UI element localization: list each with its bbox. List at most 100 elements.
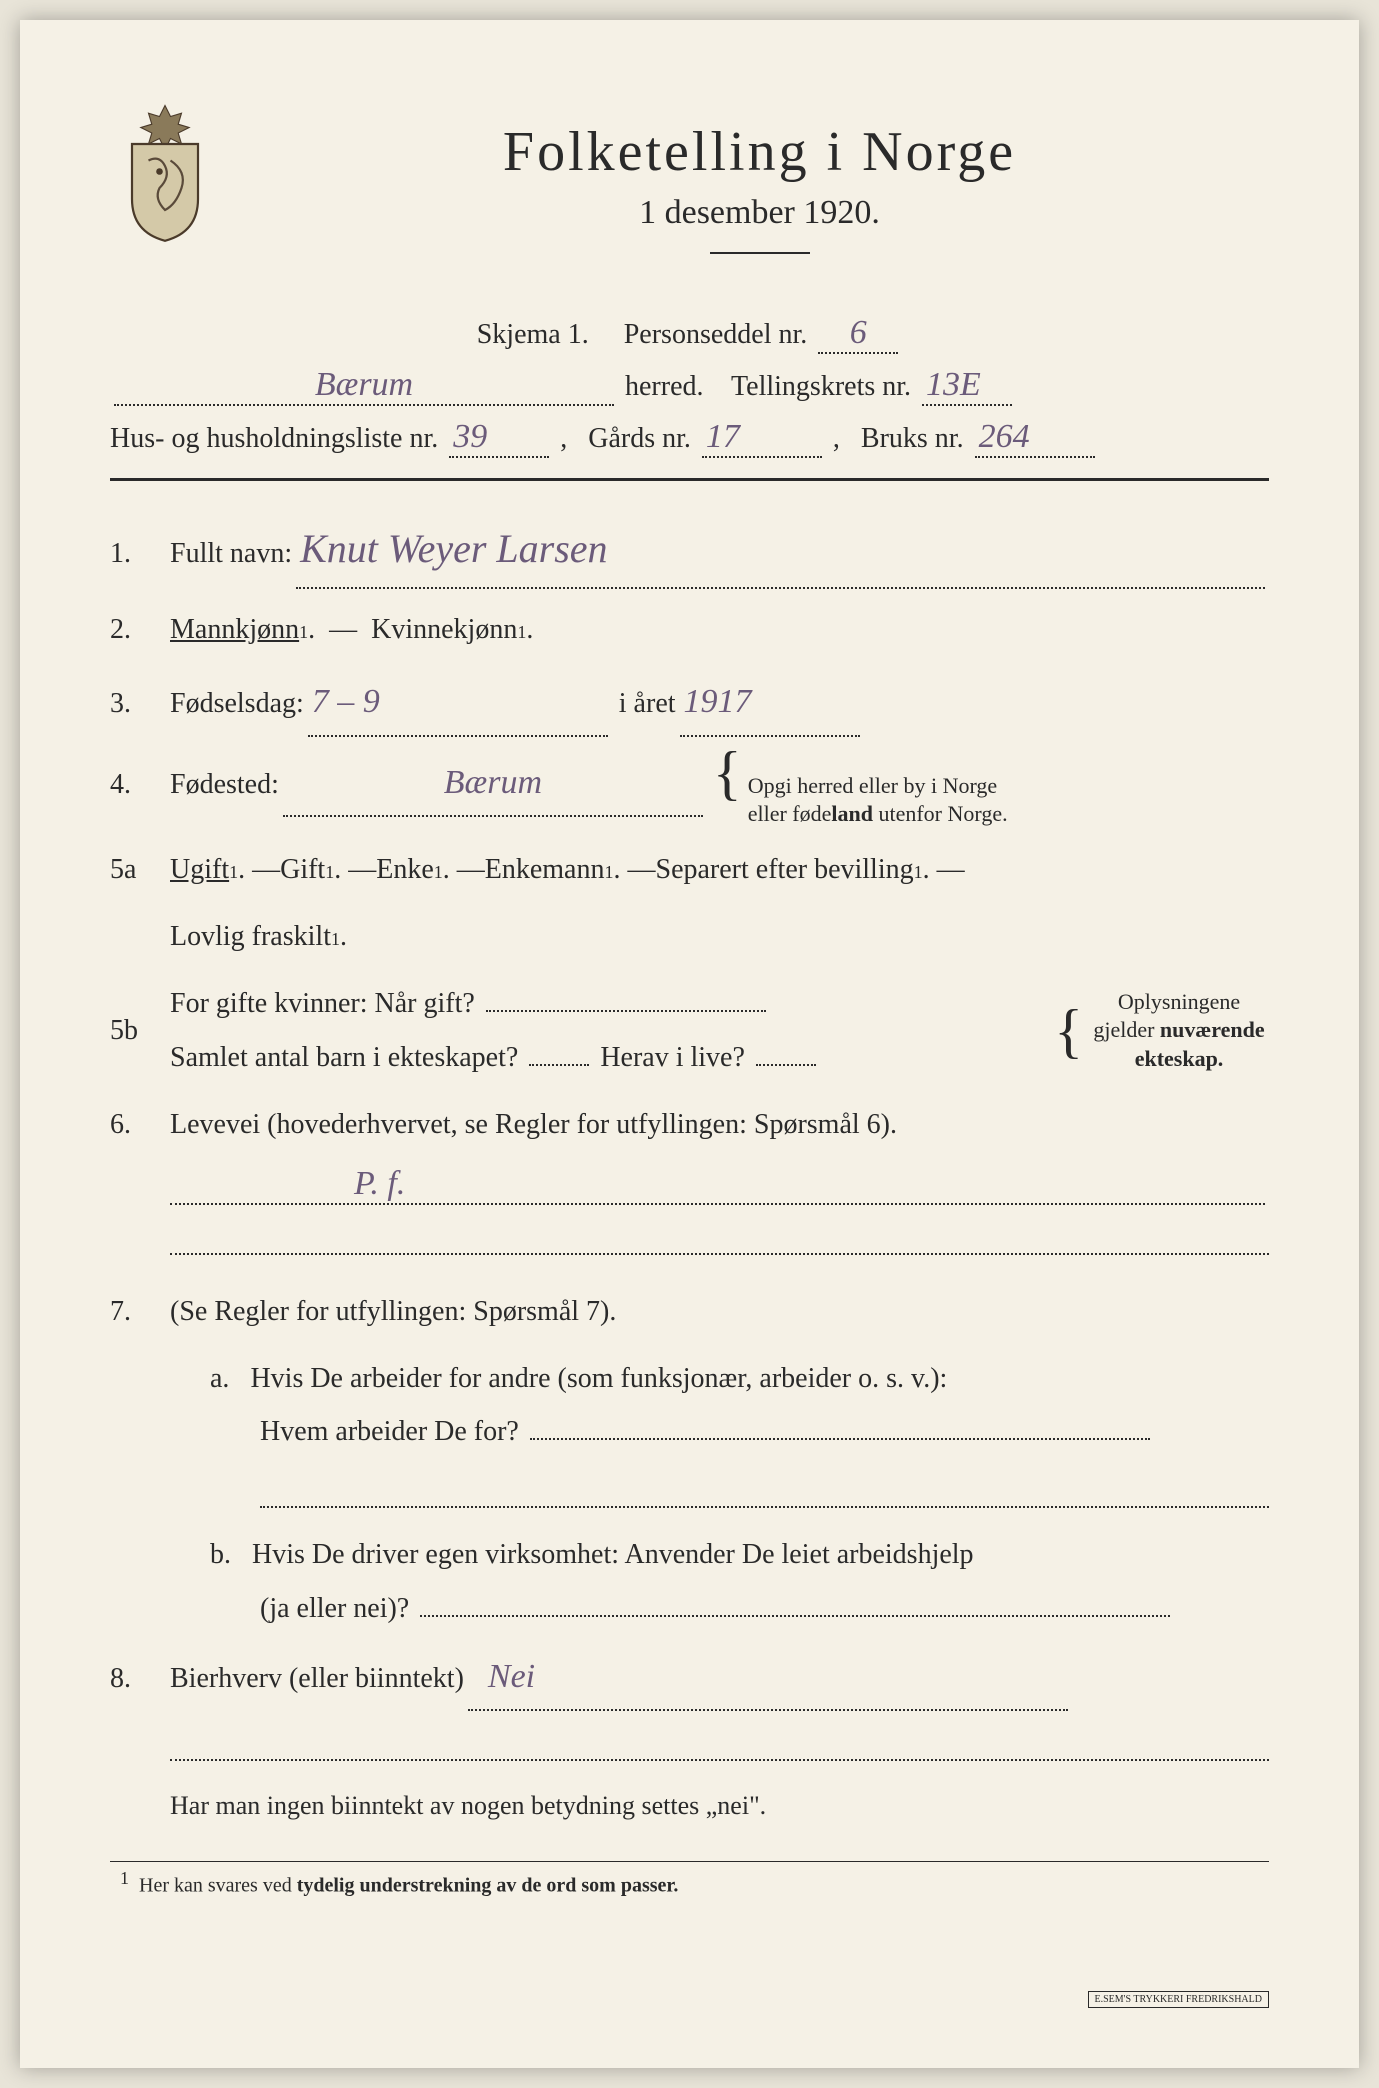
q4-value: Bærum	[283, 751, 703, 818]
tellingskrets-label: Tellingskrets nr.	[731, 371, 911, 402]
schema-label: Skjema 1.	[477, 319, 589, 350]
q7a-blank	[530, 1438, 1150, 1440]
q7b-row: b. Hvis De driver egen virksomhet: Anven…	[110, 1528, 1269, 1581]
q8-note: Har man ingen biinntekt av nogen betydni…	[170, 1781, 766, 1830]
q5b-barn-blank	[529, 1064, 589, 1066]
q7-num: 7.	[110, 1285, 170, 1338]
q6-value: P. f.	[174, 1165, 405, 1202]
q4-label: Fødested:	[170, 758, 279, 811]
personseddel-nr: 6	[818, 314, 898, 354]
q4-note: Opgi herred eller by i Norge eller fødel…	[748, 772, 1008, 829]
q5a-gift: Gift	[280, 843, 325, 896]
census-form-page: Folketelling i Norge 1 desember 1920. Sk…	[20, 20, 1359, 2068]
coat-of-arms-icon	[110, 100, 220, 240]
q4-num: 4.	[110, 758, 170, 811]
q6-value-line: P. f.	[170, 1165, 1265, 1205]
q1-label: Fullt navn:	[170, 527, 292, 580]
header: Folketelling i Norge 1 desember 1920.	[110, 120, 1269, 284]
q8-label: Bierhverv (eller biinntekt)	[170, 1652, 464, 1705]
q2-mann: Mannkjønn	[170, 603, 299, 656]
q5b-note1: Oplysningene	[1118, 989, 1240, 1014]
q5b-live-blank	[756, 1064, 816, 1066]
q3-label: Fødselsdag:	[170, 677, 304, 730]
footnote: 1 Her kan svares ved tydelig understrekn…	[110, 1861, 1269, 1898]
q4-note2: eller føde	[748, 801, 832, 826]
q7b-text1: Hvis De driver egen virksomhet: Anvender…	[252, 1539, 974, 1570]
main-divider	[110, 478, 1269, 481]
q5b-row: 5b For gifte kvinner: Når gift? Samlet a…	[110, 977, 1269, 1083]
q3-day: 7 – 9	[308, 670, 608, 737]
q6-row: 6. Levevei (hovederhvervet, se Regler fo…	[110, 1098, 1269, 1151]
q8-num: 8.	[110, 1652, 170, 1705]
title-block: Folketelling i Norge 1 desember 1920.	[250, 120, 1269, 284]
q1-row: 1. Fullt navn: Knut Weyer Larsen	[110, 511, 1269, 589]
q5b-label: For gifte kvinner: Når gift?	[170, 988, 475, 1019]
q1-value: Knut Weyer Larsen	[296, 511, 1265, 589]
q5b-note2b: nuværende	[1160, 1017, 1265, 1042]
q3-mid: i året	[619, 677, 676, 730]
q5a-separert: Separert efter bevilling	[656, 843, 914, 896]
brace-left2-icon: {	[1054, 1016, 1083, 1046]
q6-num: 6.	[110, 1098, 170, 1151]
q5a-lovlig: Lovlig fraskilt	[170, 910, 331, 963]
q7-label: (Se Regler for utfyllingen: Spørsmål 7).	[170, 1285, 616, 1338]
brace-left-icon: {	[713, 758, 742, 788]
q7a-blank-line	[260, 1488, 1269, 1508]
herred-label: herred.	[625, 371, 704, 402]
q4-note1: Opgi herred eller by i Norge	[748, 773, 997, 798]
herred-value: Bærum	[114, 366, 614, 406]
q2-kvinne: Kvinnekjønn	[371, 603, 517, 656]
q2-num: 2.	[110, 603, 170, 656]
q7b-text2: (ja eller nei)?	[260, 1593, 409, 1624]
q5b-num: 5b	[110, 1004, 170, 1057]
q8-value: Nei	[468, 1645, 1068, 1712]
q3-year: 1917	[680, 670, 860, 737]
crest-svg	[110, 100, 220, 243]
sup2: 1	[517, 615, 526, 649]
q1-num: 1.	[110, 527, 170, 580]
bruks-label: Bruks nr.	[861, 423, 964, 454]
footnote-text: Her kan svares ved	[139, 1874, 297, 1896]
q8-blank-line	[170, 1741, 1269, 1761]
q5b-note3: ekteskap.	[1135, 1046, 1224, 1071]
q5a-ugift: Ugift	[170, 843, 229, 896]
gards-label: Gårds nr.	[588, 423, 691, 454]
husliste-nr: 39	[449, 418, 549, 458]
q5b-gift-blank	[486, 1010, 766, 1012]
q2-row: 2. Mannkjønn1. — Kvinnekjønn1.	[110, 603, 1269, 656]
q5b-note2: gjelder	[1093, 1017, 1160, 1042]
sup1: 1	[299, 615, 308, 649]
q7b-label: b.	[210, 1539, 231, 1570]
q4-note3: utenfor Norge.	[873, 801, 1008, 826]
q7a-row: a. Hvis De arbeider for andre (som funks…	[110, 1352, 1269, 1405]
q6-label: Levevei (hovederhvervet, se Regler for u…	[170, 1098, 897, 1151]
footnote-num: 1	[120, 1868, 129, 1888]
q5b-label3: Herav i live?	[600, 1042, 745, 1073]
q4-row: 4. Fødested: Bærum { Opgi herred eller b…	[110, 751, 1269, 829]
q7a-row2: Hvem arbeider De for?	[110, 1405, 1269, 1458]
q3-row: 3. Fødselsdag: 7 – 9 i året 1917	[110, 670, 1269, 737]
title-divider	[710, 252, 810, 254]
q7a-text1: Hvis De arbeider for andre (som funksjon…	[250, 1363, 947, 1394]
q5a-row: 5a Ugift1. — Gift1. — Enke1. — Enkemann1…	[110, 843, 1269, 896]
bruks-nr: 264	[975, 418, 1095, 458]
q6-blank-line	[170, 1235, 1269, 1255]
herred-row: Bærum herred. Tellingskrets nr. 13E	[110, 366, 1269, 406]
q7a-text2: Hvem arbeider De for?	[260, 1416, 519, 1447]
q7-row: 7. (Se Regler for utfyllingen: Spørsmål …	[110, 1285, 1269, 1338]
printer-label: E.SEM'S TRYKKERI FREDRIKSHALD	[1088, 1991, 1269, 2008]
q7a-label: a.	[210, 1363, 229, 1394]
q8-row: 8. Bierhverv (eller biinntekt) Nei	[110, 1645, 1269, 1712]
q7b-blank	[420, 1615, 1170, 1617]
q5a-enkemann: Enkemann	[485, 843, 605, 896]
schema-row: Skjema 1. Personseddel nr. 6	[110, 314, 1269, 354]
q5b-note: Oplysningene gjelder nuværende ekteskap.	[1089, 988, 1269, 1074]
q3-num: 3.	[110, 677, 170, 730]
q5a-row2: Lovlig fraskilt1.	[110, 910, 1269, 963]
q8-note-row: Har man ingen biinntekt av nogen betydni…	[110, 1781, 1269, 1830]
husliste-label: Hus- og husholdningsliste nr.	[110, 423, 438, 454]
personseddel-label: Personseddel nr.	[624, 319, 808, 350]
husliste-row: Hus- og husholdningsliste nr. 39 , Gårds…	[110, 418, 1269, 458]
q5a-num: 5a	[110, 843, 170, 896]
q7b-row2: (ja eller nei)?	[110, 1582, 1269, 1635]
